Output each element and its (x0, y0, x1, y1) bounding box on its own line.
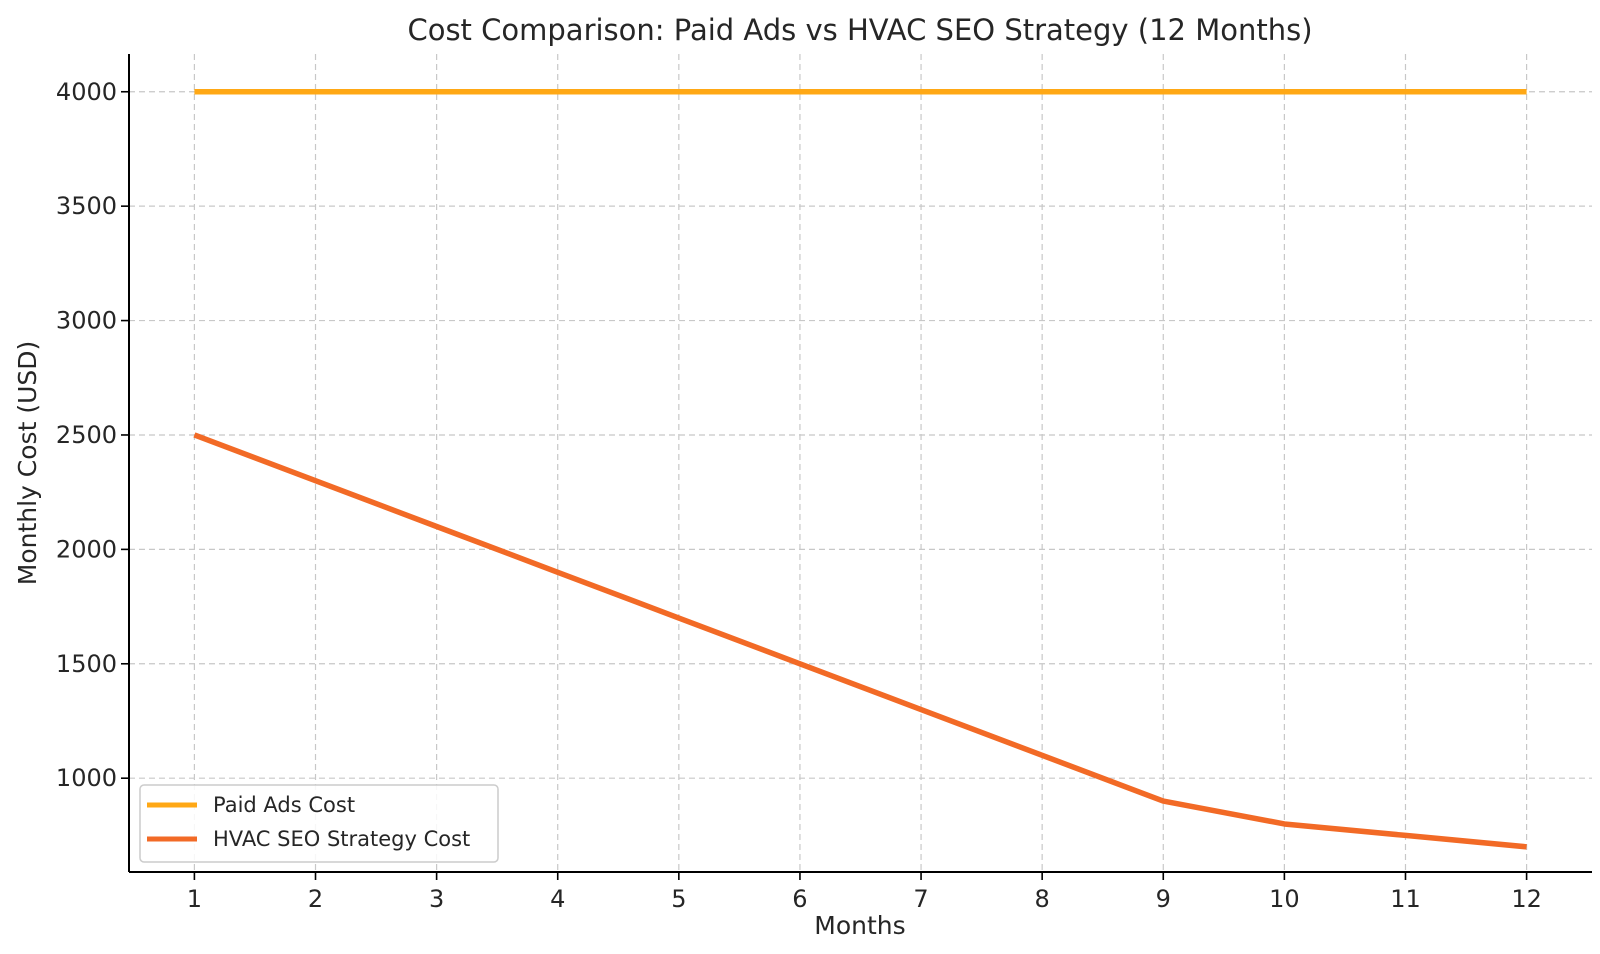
legend-label-hvac-seo: HVAC SEO Strategy Cost (213, 827, 470, 851)
y-axis-ticks: 1000 1500 2000 2500 3000 3500 4000 (56, 78, 129, 792)
x-tick-label: 4 (550, 885, 565, 913)
y-tick-label: 4000 (56, 78, 117, 106)
x-tick-label: 8 (1035, 885, 1050, 913)
x-tick-label: 3 (429, 885, 444, 913)
x-axis-ticks: 1 2 3 4 5 6 7 8 9 10 11 12 (187, 872, 1542, 913)
legend-label-paid-ads: Paid Ads Cost (213, 793, 355, 817)
y-tick-label: 2000 (56, 535, 117, 563)
x-tick-label: 1 (187, 885, 202, 913)
grid-lines (129, 54, 1592, 872)
y-tick-label: 2500 (56, 421, 117, 449)
y-tick-label: 3500 (56, 192, 117, 220)
x-tick-label: 11 (1390, 885, 1421, 913)
chart-title: Cost Comparison: Paid Ads vs HVAC SEO St… (407, 13, 1312, 47)
x-tick-label: 12 (1511, 885, 1542, 913)
x-tick-label: 10 (1269, 885, 1300, 913)
series-line-hvac-seo (193, 432, 1527, 850)
x-tick-label: 2 (308, 885, 323, 913)
y-tick-label: 1000 (56, 764, 117, 792)
data-series (193, 89, 1527, 850)
legend-box (139, 784, 499, 863)
y-tick-label: 1500 (56, 650, 117, 678)
y-axis-label: Monthly Cost (USD) (13, 341, 42, 586)
x-tick-label: 9 (1156, 885, 1171, 913)
x-tick-label: 7 (913, 885, 928, 913)
chart-legend: Paid Ads Cost HVAC SEO Strategy Cost (139, 784, 499, 863)
x-tick-label: 6 (792, 885, 807, 913)
x-axis-label: Months (814, 911, 905, 940)
y-tick-label: 3000 (56, 307, 117, 335)
x-tick-label: 5 (671, 885, 686, 913)
